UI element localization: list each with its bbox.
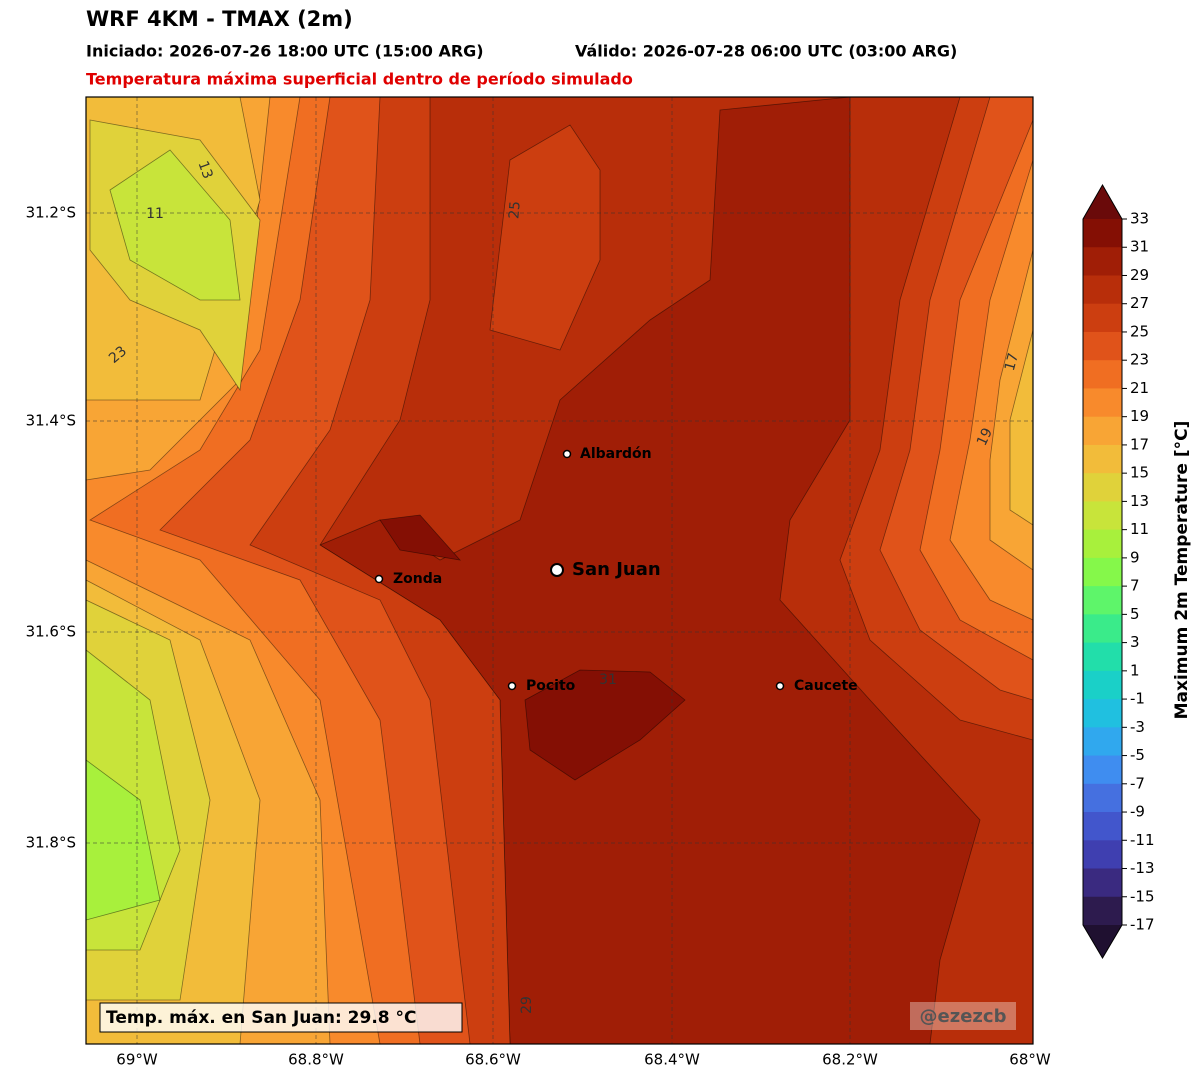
colorbar-under	[1083, 925, 1122, 958]
lat-label: 31.4°S	[26, 412, 76, 430]
lon-label: 69°W	[116, 1051, 158, 1069]
city-marker	[374, 574, 384, 584]
lon-label: 68°W	[1009, 1051, 1051, 1069]
colorbar-bin	[1083, 586, 1122, 615]
colorbar-tick-label: 11	[1130, 520, 1149, 538]
colorbar-bin	[1083, 473, 1122, 502]
colorbar-bin	[1083, 360, 1122, 389]
city-marker	[550, 563, 564, 577]
colorbar-bin	[1083, 303, 1122, 333]
colorbar-tick-label: 25	[1130, 322, 1149, 340]
city-marker	[562, 449, 572, 459]
colorbar-tick-label: -5	[1130, 746, 1145, 764]
colorbar-tick-label: 21	[1130, 379, 1149, 397]
contour-label: 11	[146, 206, 164, 222]
colorbar-tick-label: -17	[1130, 916, 1155, 934]
lon-label: 68.8°W	[288, 1051, 344, 1069]
colorbar-tick-label: 15	[1130, 464, 1149, 482]
colorbar-bin	[1083, 331, 1122, 361]
title: WRF 4KM - TMAX (2m)	[86, 7, 353, 31]
colorbar-tick-label: 1	[1130, 661, 1140, 679]
lon-label: 68.6°W	[465, 1051, 521, 1069]
colorbar-tick-label: 13	[1130, 492, 1149, 510]
colorbar-tick-label: 9	[1130, 548, 1140, 566]
colorbar-bin	[1083, 670, 1122, 700]
colorbar-tick-label: -9	[1130, 803, 1145, 821]
colorbar-tick-label: -7	[1130, 774, 1145, 792]
cities: Albardón San Juan Zonda Pocito Caucete	[374, 446, 858, 694]
contour-label: 13	[194, 159, 215, 181]
city-label: Albardón	[580, 446, 652, 462]
colorbar-bin	[1083, 444, 1122, 474]
city-marker	[507, 681, 517, 691]
lat-label: 31.6°S	[26, 623, 76, 641]
colorbar-tick-label: 29	[1130, 266, 1149, 284]
colorbar-bin	[1083, 219, 1122, 248]
contour-label: 17	[1002, 351, 1022, 372]
colorbar-tick-label: 5	[1130, 605, 1140, 623]
colorbar-bin	[1083, 812, 1122, 841]
contour-label: 25	[506, 200, 523, 219]
colorbar-bin	[1083, 699, 1122, 728]
colorbar-bin	[1083, 275, 1122, 305]
info-box	[99, 1002, 463, 1033]
info-text: Temp. máx. en San Juan: 29.8 °C	[106, 1008, 417, 1028]
graticule	[86, 97, 1033, 1044]
colorbar-bin	[1083, 642, 1122, 672]
colorbar-tick-label: 33	[1130, 210, 1149, 228]
lat-label: 31.2°S	[26, 204, 76, 222]
colorbar-tick-label: -13	[1130, 859, 1155, 877]
colorbar-bin	[1083, 529, 1122, 559]
lat-label: 31.8°S	[26, 834, 76, 852]
watermark: @ezezcb	[920, 1006, 1007, 1027]
colorbar-tick-label: -11	[1130, 831, 1155, 849]
map-frame	[85, 96, 1034, 1045]
colorbar-bin	[1083, 727, 1122, 757]
colorbar-bin	[1083, 840, 1122, 870]
colorbar-tick-label: -15	[1130, 887, 1155, 905]
valid-time: Válido: 2026-07-28 06:00 UTC (03:00 ARG)	[575, 42, 957, 61]
city-label: Zonda	[393, 571, 442, 587]
colorbar-bin	[1083, 247, 1122, 276]
city-marker	[775, 681, 785, 691]
colorbar-label: Maximum 2m Temperature [°C]	[1172, 421, 1192, 720]
city-label: Caucete	[794, 678, 858, 694]
colorbar-bin	[1083, 896, 1122, 926]
colorbar-tick-label: 3	[1130, 633, 1140, 651]
colorbar-tick-label: 7	[1130, 577, 1140, 595]
contour-label: 31	[599, 672, 617, 688]
contour-label: 19	[974, 426, 996, 449]
watermark-box	[910, 1002, 1016, 1030]
init-time: Iniciado: 2026-07-26 18:00 UTC (15:00 AR…	[86, 42, 484, 61]
city-label: San Juan	[572, 559, 661, 580]
colorbar-tick-label: -3	[1130, 718, 1145, 736]
colorbar: 33312927252321191715131197531-1-3-5-7-9-…	[1082, 183, 1155, 959]
colorbar-bin	[1083, 388, 1122, 418]
colorbar-tick-label: 23	[1130, 351, 1149, 369]
colorbar-tick-label: -1	[1130, 690, 1145, 708]
colorbar-bin	[1083, 755, 1122, 785]
colorbar-tick-label: 31	[1130, 238, 1149, 256]
colorbar-bin	[1083, 868, 1122, 898]
colorbar-tick-label: 19	[1130, 407, 1149, 425]
colorbar-bin	[1083, 557, 1122, 587]
colorbar-tick-label: 27	[1130, 294, 1149, 312]
colorbar-over	[1083, 185, 1122, 219]
colorbar-bin	[1083, 783, 1122, 813]
colorbar-tick-label: 17	[1130, 435, 1149, 453]
temperature-field	[86, 97, 1033, 1044]
colorbar-bin	[1083, 501, 1122, 531]
colorbar-bin	[1083, 416, 1122, 446]
colorbar-bin	[1083, 614, 1122, 644]
lon-label: 68.4°W	[644, 1051, 700, 1069]
subtitle: Temperatura máxima superficial dentro de…	[86, 70, 633, 89]
lon-label: 68.2°W	[822, 1051, 878, 1069]
city-label: Pocito	[526, 678, 576, 694]
contour-label: 29	[519, 996, 535, 1014]
